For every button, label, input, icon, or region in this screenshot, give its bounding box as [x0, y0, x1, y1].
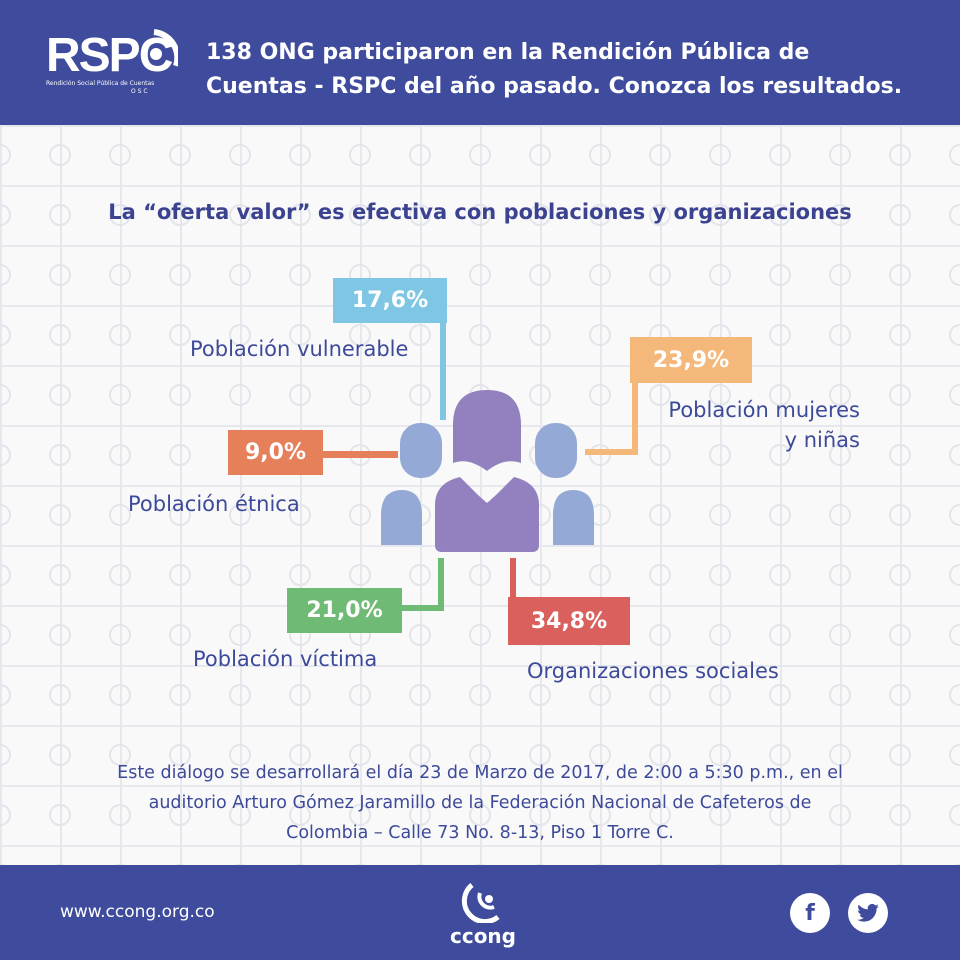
label-organizaciones: Organizaciones sociales — [527, 659, 779, 683]
puzzle-background — [0, 125, 960, 865]
facebook-icon: f — [805, 900, 815, 926]
twitter-button[interactable] — [848, 893, 888, 933]
website-link[interactable]: www.ccong.org.co — [60, 902, 215, 922]
section-title: La “oferta valor” es efectiva con poblac… — [108, 200, 852, 224]
label-mujeres: Población mujeres y niñas — [668, 398, 860, 452]
ccong-arcs-icon — [461, 883, 500, 925]
connector-victima-h — [402, 605, 444, 611]
header: RSPC Rendición Social Pública de Cuentas… — [0, 0, 960, 125]
people-group-icon — [381, 390, 594, 552]
connector-victima-v — [438, 558, 444, 611]
stat-box-vulnerable: 17,6% — [333, 278, 447, 323]
connector-mujeres-h — [585, 449, 638, 455]
stat-box-mujeres: 23,9% — [630, 337, 752, 383]
connector-vulnerable — [440, 323, 446, 420]
header-title: 138 ONG participaron en la Rendición Púb… — [206, 40, 903, 99]
event-details: Este diálogo se desarrollará el día 23 d… — [117, 763, 843, 843]
rspc-logo: RSPC Rendición Social Pública de Cuentas… — [46, 29, 178, 96]
footer: www.ccong.org.co ccong f — [0, 865, 960, 960]
label-victima: Población víctima — [193, 647, 378, 671]
stat-box-organizaciones: 34,8% — [508, 597, 630, 645]
label-vulnerable: Población vulnerable — [190, 337, 409, 361]
label-etnica: Población étnica — [128, 492, 300, 516]
rspc-logo-arcs-icon — [150, 29, 178, 67]
stat-box-etnica: 9,0% — [228, 430, 323, 475]
connector-mujeres-v — [632, 383, 638, 455]
connector-etnica — [323, 451, 398, 458]
stat-box-victima: 21,0% — [287, 588, 402, 633]
facebook-button[interactable]: f — [790, 893, 830, 933]
twitter-icon — [857, 904, 879, 922]
ccong-logo: ccong — [438, 881, 528, 948]
connector-organizaciones — [510, 558, 516, 598]
